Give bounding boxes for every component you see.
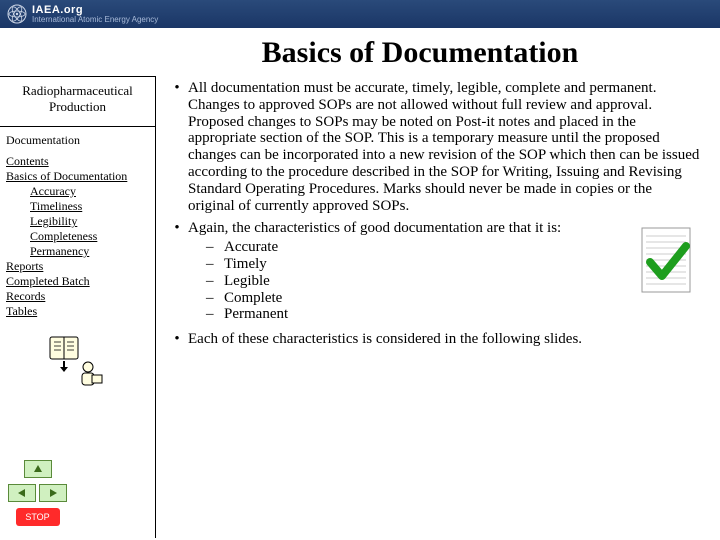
nav-reports[interactable]: Reports	[6, 259, 149, 274]
iaea-logo: IAEA.org International Atomic Energy Age…	[6, 3, 158, 25]
checkmark-page-icon	[636, 224, 696, 298]
nav-basics[interactable]: Basics of Documentation	[6, 169, 149, 184]
bullet-2: Again, the characteristics of good docum…	[188, 220, 702, 325]
nav-tables[interactable]: Tables	[6, 304, 149, 319]
nav-accuracy[interactable]: Accuracy	[6, 184, 149, 199]
char-accurate: Accurate	[206, 239, 702, 256]
nav-buttons: STOP	[8, 460, 67, 526]
characteristics-list: Accurate Timely Legible Complete Permane…	[206, 239, 702, 323]
nav-batch-l2[interactable]: Records	[6, 289, 149, 304]
bullet-2-text: Again, the characteristics of good docum…	[188, 220, 561, 236]
book-arrow-person-icon	[46, 333, 110, 389]
bullet-1: All documentation must be accurate, time…	[188, 80, 702, 214]
nav-prev-button[interactable]	[8, 484, 36, 502]
section-label: Documentation	[6, 133, 149, 148]
nav-next-button[interactable]	[39, 484, 67, 502]
header-bar: IAEA.org International Atomic Energy Age…	[0, 0, 720, 28]
nav-contents[interactable]: Contents	[6, 154, 149, 169]
bullet-3: Each of these characteristics is conside…	[188, 331, 702, 348]
main-content: • All documentation must be accurate, ti…	[156, 76, 720, 538]
atom-icon	[6, 3, 28, 25]
org-tagline: International Atomic Energy Agency	[32, 16, 158, 24]
nav-permanency[interactable]: Permanency	[6, 244, 149, 259]
nav-up-button[interactable]	[24, 460, 52, 478]
bullet-dot: •	[166, 80, 188, 214]
sidebar-decorations	[6, 333, 149, 389]
sidebar-title-l1: Radiopharmaceutical	[22, 83, 132, 98]
char-permanent: Permanent	[206, 306, 702, 323]
bullet-dot: •	[166, 220, 188, 325]
nav-timeliness[interactable]: Timeliness	[6, 199, 149, 214]
nav: Contents Basics of Documentation Accurac…	[6, 154, 149, 319]
sidebar: Radiopharmaceutical Production Documenta…	[0, 76, 156, 538]
sidebar-title-l2: Production	[49, 99, 106, 114]
nav-batch-l1[interactable]: Completed Batch	[6, 274, 149, 289]
sidebar-title: Radiopharmaceutical Production	[6, 83, 149, 114]
page-title: Basics of Documentation	[120, 36, 720, 70]
divider	[0, 126, 155, 127]
char-legible: Legible	[206, 273, 702, 290]
nav-completeness[interactable]: Completeness	[6, 229, 149, 244]
nav-legibility[interactable]: Legibility	[6, 214, 149, 229]
char-timely: Timely	[206, 256, 702, 273]
bullet-dot: •	[166, 331, 188, 348]
stop-button[interactable]: STOP	[16, 508, 60, 526]
char-complete: Complete	[206, 290, 702, 307]
